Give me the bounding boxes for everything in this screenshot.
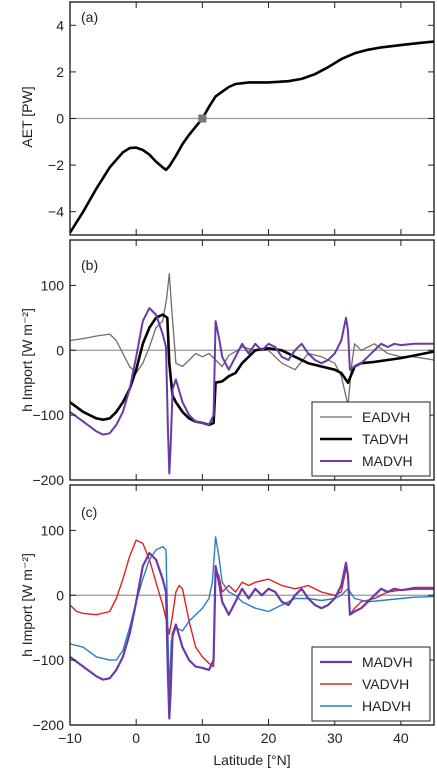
legend: MADVH VADVH HADVH [311,646,431,722]
y-tick-label: 100 [41,522,65,538]
series-line-madvh [70,307,434,475]
y-tick-label: 0 [56,342,64,358]
x-tick-label: 10 [195,730,211,746]
legend-label-madvh: MADVH [362,654,413,670]
panel-b-label: (b) [81,257,98,273]
x-tick-label: 0 [132,730,140,746]
plot-frame [69,484,435,726]
y-tick-label: −200 [32,717,64,733]
legend-label-vadvh: VADVH [362,676,409,692]
panel-c-ylabel: h Import [W m⁻²] [19,553,35,657]
series-line-aet [70,40,434,234]
y-tick-label: −2 [48,157,64,173]
panel-a: (a) AET [PW] −4 −2 0 2 4 [19,1,435,236]
series-line-eadvh [70,273,434,407]
y-tick-label: −100 [32,652,64,668]
panel-b-ylabel: h Import [W m⁻²] [19,308,35,412]
y-tick-label: 4 [56,17,64,33]
legend: EADVH TADVH MADVH [311,401,431,477]
legend-label-tadvh: TADVH [362,431,408,447]
y-tick-label: −200 [32,472,64,488]
panel-a-label: (a) [81,9,98,25]
legend-label-hadvh: HADVH [362,698,411,714]
y-tick-label: −4 [48,204,64,220]
panel-c-label: (c) [81,504,97,520]
panel-a-ylabel: AET [PW] [19,86,35,147]
y-tick-label: 2 [56,64,64,80]
x-axis-label: Latitude [°N] [213,752,290,768]
series-line-madvh [70,552,434,720]
plot-frame [69,239,435,481]
x-tick-label: 20 [261,730,277,746]
y-tick-label: 0 [56,111,64,127]
x-tick-label: −10 [58,730,82,746]
legend-label-madvh: MADVH [362,453,413,469]
y-tick-label: 100 [41,277,65,293]
legend-label-eadvh: EADVH [362,409,410,425]
x-tick-label: 40 [393,730,409,746]
y-tick-label: −100 [32,407,64,423]
x-tick-label: 30 [327,730,343,746]
panel-b: (b) h Import [W m⁻²] −200 −100 0 100 EADVH TA… [19,239,435,488]
y-tick-label: 0 [56,587,64,603]
data-marker-square [198,114,207,123]
